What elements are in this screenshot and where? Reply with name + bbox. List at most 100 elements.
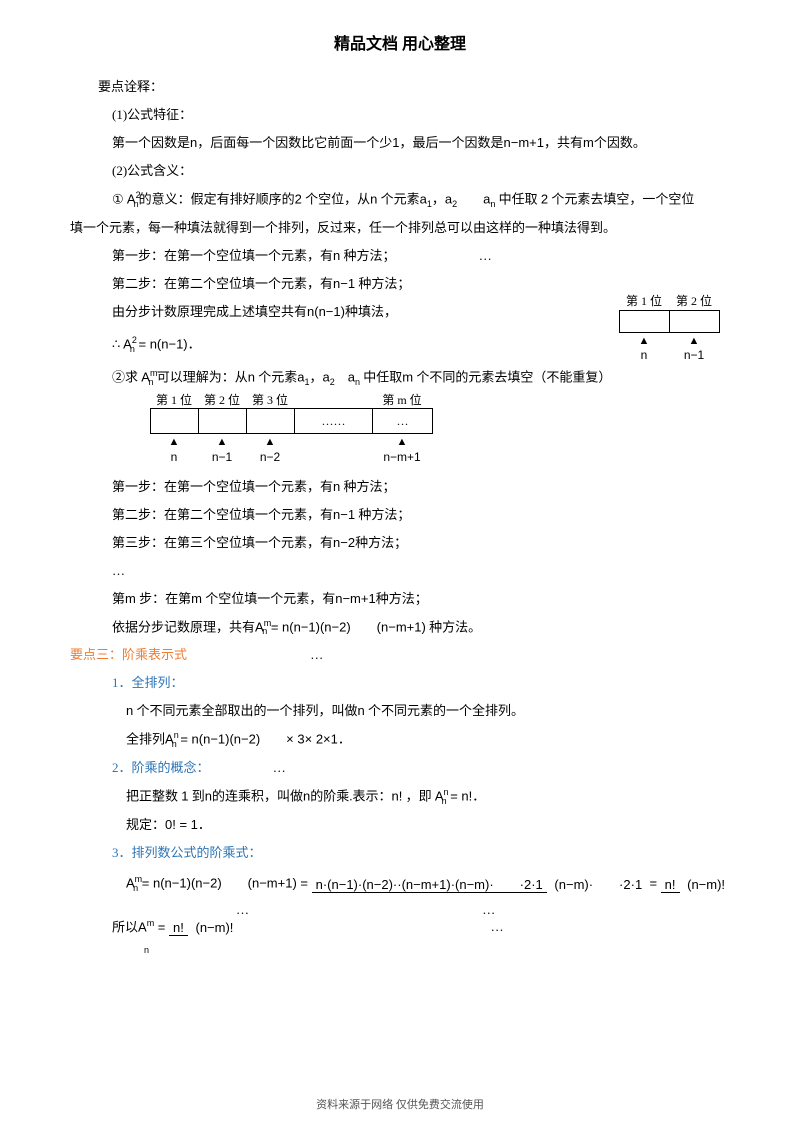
diagram-label: 第 1 位 (619, 294, 669, 310)
text: 由分步计数原理完成上述填空共有 (112, 304, 307, 319)
variable: n (358, 703, 365, 718)
diagram-value: n−2 (260, 450, 280, 464)
text-line: 填一个元素，每一种填法就得到一个排列，反过来，任一个排列总可以由这样的一种填法得… (70, 215, 730, 241)
subscript: n (144, 945, 149, 955)
subscript-line: n (70, 938, 730, 955)
text: ． (472, 789, 485, 804)
diagram-label: 第 3 位 (246, 393, 294, 409)
fraction-numerator: n! (169, 920, 188, 936)
text: ① (112, 191, 127, 206)
text-line: 第一步：在第一个空位填一个元素，有n 种方法； (70, 474, 730, 500)
fraction-numerator: n·(n−1)·(n−2)··(n−m+1)·(n−m)· ·2·1 (312, 877, 547, 893)
text: 种方法； (376, 591, 428, 606)
diagram-label: 第 1 位 (150, 393, 198, 409)
text: ． (198, 817, 211, 832)
text: 种填法， (345, 304, 397, 319)
dots: … (273, 760, 286, 775)
variable: A (138, 919, 147, 934)
formula-block: 所以Am = n! (n−m)! … (70, 918, 730, 936)
text: 个空位，从 (302, 191, 370, 206)
text: ②求 (112, 369, 141, 384)
fraction: n·(n−1)·(n−2)··(n−m+1)·(n−m)· ·2·1 (n−m)… (312, 877, 647, 893)
diagram-value: n (641, 348, 648, 362)
variable: a (420, 191, 427, 206)
variable: m (402, 369, 413, 384)
page-footer: 资料来源于网络 仅供免费交流使用 (0, 1096, 800, 1112)
text-line: 第一个因数是n，后面每一个因数比它前面一个少1，最后一个因数是n−m+1，共有m… (70, 130, 730, 156)
formula: n−1 (333, 276, 355, 291)
text-line: 第二步：在第二个空位填一个元素，有n−1 种方法； (70, 502, 730, 528)
variable: a (335, 369, 355, 384)
text: 把正整数 (126, 789, 181, 804)
diagram-value: n (171, 450, 178, 464)
text: 个不同元素的一个全排列。 (365, 703, 524, 718)
fraction-denominator: (n−m)! (191, 920, 237, 935)
heading-text: 2．阶乘的概念： (112, 760, 210, 775)
text: 个元素 (255, 369, 297, 384)
text: 的阶乘.表示： (310, 789, 391, 804)
text: 个空位填一个元素，有 (202, 591, 335, 606)
fraction-numerator: n! (661, 877, 680, 893)
number: 1 (181, 789, 188, 804)
page-header: 精品文档 用心整理 (70, 30, 730, 54)
text: 第 (112, 591, 125, 606)
dots: … (491, 919, 504, 934)
text: 可以理解为：从 (153, 369, 247, 384)
text: 种方法。 (426, 619, 481, 634)
formula: = n(n−1)(n−2) (n−m+1) = (138, 876, 311, 891)
variable: ，a (432, 191, 452, 206)
text-line: 第一步：在第一个空位填一个元素，有n 种方法； … (70, 243, 730, 269)
diagram-value: n−1 (212, 450, 232, 464)
diagram-m-slot: 第 1 位 第 2 位 第 3 位 第 m 位 …… … ▲n ▲n−1 ▲n−… (150, 393, 433, 466)
diagram-label: 第 2 位 (669, 294, 719, 310)
text: 第二步：在第二个空位填一个元素，有 (112, 276, 333, 291)
text-line: 规定：0! = 1． (70, 812, 730, 838)
text-line: ① A2n的意义：假定有排好顺序的2 个空位，从n 个元素a1，a2 an 中任… (70, 186, 730, 213)
text: 依据分步记数原理，共有 (112, 619, 255, 634)
arrow-up-icon: ▲ (169, 436, 180, 448)
text: 到 (189, 789, 205, 804)
arrow-up-icon: ▲ (689, 335, 700, 347)
heading-text: 要点三：阶乘表示式 (70, 647, 187, 662)
text-line: 要点诠释： (70, 74, 730, 100)
diagram-label: 第 2 位 (198, 393, 246, 409)
dots: … (482, 902, 495, 917)
arrow-up-icon: ▲ (397, 436, 408, 448)
subsection-heading: 1．全排列： (70, 670, 730, 696)
dots-row: … … (70, 903, 730, 916)
diagram-value: n−m+1 (383, 450, 420, 464)
text: 中任取 (495, 191, 541, 206)
diagram-two-slot: 第 1 位 第 2 位 ▲n ▲n−1 (619, 294, 720, 364)
text: 所以 (112, 919, 138, 934)
formula: = n(n−1)(n−2) (n−m+1) (267, 619, 426, 634)
text: 全排列 (126, 732, 165, 747)
arrow-up-icon: ▲ (639, 335, 650, 347)
section-heading: 要点三：阶乘表示式 … (70, 642, 730, 668)
text-line: 依据分步记数原理，共有Amn = n(n−1)(n−2) (n−m+1) 种方法… (70, 614, 730, 641)
text: ，共有 (544, 135, 583, 150)
text: 种方法； (340, 248, 395, 263)
text: 种方法； (355, 507, 410, 522)
text-line: (1)公式特征： (70, 102, 730, 128)
formula: n−m+1 (504, 135, 544, 150)
formula: n! (392, 789, 403, 804)
variable: ，a (309, 369, 329, 384)
diagram-dots: …… (295, 409, 373, 434)
text-line: ②求 Amn 可以理解为：从n 个元素a1，a2 an 中任取m 个不同的元素去… (70, 364, 730, 391)
formula: = n! (447, 789, 473, 804)
text: 第一步：在第一个空位填一个元素，有 (112, 479, 333, 494)
text: 个不同元素全部取出的一个排列，叫做 (133, 703, 357, 718)
text: 第一步：在第一个空位填一个元素，有 (112, 248, 333, 263)
text: 第三步：在第三个空位填一个元素，有 (112, 535, 333, 550)
variable: n (248, 369, 255, 384)
text-line: 第m 步：在第m 个空位填一个元素，有n−m+1种方法； (70, 586, 730, 612)
formula: 0! = 1 (165, 817, 198, 832)
fraction-denominator: (n−m)· ·2·1 (550, 877, 646, 892)
text: ，后面每一个因数比它前面一个少 (197, 135, 392, 150)
text: 的连乘积，叫做 (212, 789, 303, 804)
text: ． (338, 732, 351, 747)
fraction-denominator: (n−m)! (683, 877, 729, 892)
variable: n (205, 789, 212, 804)
variable: m (191, 591, 202, 606)
dots: … (236, 902, 249, 917)
